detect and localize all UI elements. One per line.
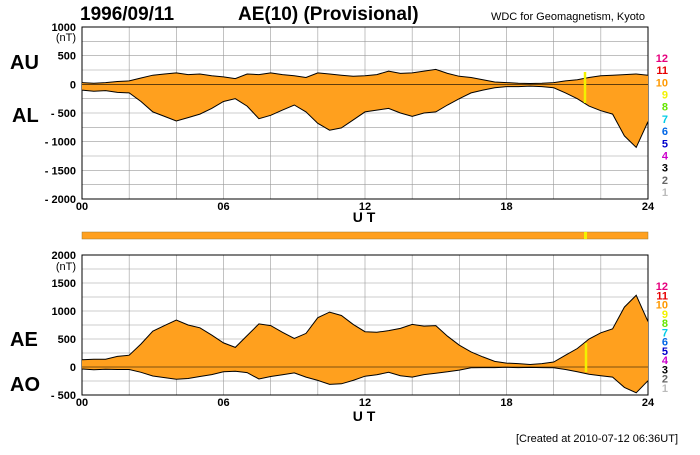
x-tick-label: 18: [500, 201, 512, 213]
series-line-ae: [81, 294, 649, 366]
y-tick-label: 0: [70, 79, 76, 91]
panel1-ylabel-bottom: AL: [12, 105, 39, 127]
station-count-marker: [584, 232, 587, 239]
station-scale-label: 2: [662, 175, 668, 187]
range-fill: [82, 69, 648, 148]
series-line-al: [81, 85, 649, 149]
station-scale-label: 11: [656, 290, 668, 302]
station-scale-label: 7: [662, 327, 668, 339]
station-scale-label: 5: [662, 138, 668, 150]
station-scale-label: 9: [662, 309, 668, 321]
y-tick-label: 2000: [52, 250, 76, 262]
x-tick-label: 18: [500, 397, 512, 409]
station-scale-label: 12: [656, 53, 668, 65]
range-fill: [82, 295, 648, 393]
panel2-xlabel: U T: [353, 408, 376, 424]
y-tick-label: - 500: [51, 390, 76, 402]
station-scale-label: 10: [656, 77, 668, 89]
station-scale-label: 3: [662, 163, 668, 175]
panel2-data: [81, 294, 649, 394]
station-scale-label: 4: [662, 151, 669, 163]
y-tick-label: 1000: [52, 306, 76, 318]
station-scale-label: 8: [662, 102, 668, 114]
created-timestamp: [Created at 2010-07-12 06:36UT]: [516, 433, 678, 445]
x-tick-label: 06: [217, 397, 229, 409]
station-scale-label: 1: [662, 383, 668, 395]
source-label: WDC for Geomagnetism, Kyoto: [491, 11, 645, 23]
station-scale-label: 5: [662, 346, 668, 358]
panel2-ylabel-top: AE: [10, 329, 38, 351]
x-tick-label: 24: [642, 397, 655, 409]
station-scale-label: 8: [662, 318, 668, 330]
x-tick-label: 12: [359, 201, 371, 213]
series-line-au: [81, 68, 649, 85]
panel2-unit-label: (nT): [56, 261, 76, 273]
station-scale-label: 4: [662, 355, 669, 367]
station-scale-label: 9: [662, 90, 668, 102]
panel1-ylabel-top: AU: [10, 52, 39, 74]
station-scale-label: 6: [662, 337, 668, 349]
y-tick-label: - 2000: [45, 194, 76, 206]
y-tick-label: 500: [58, 51, 76, 63]
station-scale-label: 11: [656, 65, 668, 77]
station-scale-label: 7: [662, 114, 668, 126]
x-tick-label: 06: [217, 201, 229, 213]
station-scale-label: 12: [656, 281, 668, 293]
station-scale-label: 1: [662, 187, 668, 199]
panel1-data: [81, 68, 649, 149]
x-tick-label: 00: [76, 397, 88, 409]
x-tick-label: 12: [359, 397, 371, 409]
x-tick-label: 00: [76, 201, 88, 213]
plot-title: AE(10) (Provisional): [238, 4, 419, 25]
y-tick-label: 1000: [52, 22, 76, 34]
y-tick-label: 1500: [52, 278, 76, 290]
station-scale-label: 6: [662, 126, 668, 138]
station-count-bar: [81, 231, 649, 240]
station-scale-label: 3: [662, 365, 668, 377]
station-scale-label: 2: [662, 374, 668, 386]
plot-date: 1996/09/11: [80, 4, 174, 25]
y-tick-label: - 500: [51, 108, 76, 120]
panel1-xlabel: U T: [353, 209, 376, 225]
panel1-unit-label: (nT): [56, 32, 76, 44]
y-tick-label: - 1500: [45, 165, 76, 177]
y-tick-label: 0: [70, 362, 76, 374]
panel2-ylabel-bottom: AO: [10, 374, 40, 396]
y-tick-label: - 1000: [45, 137, 76, 149]
station-scale-label: 10: [656, 300, 668, 312]
x-tick-label: 24: [642, 201, 655, 213]
series-line-ao: [81, 366, 649, 394]
y-tick-label: 500: [58, 334, 76, 346]
